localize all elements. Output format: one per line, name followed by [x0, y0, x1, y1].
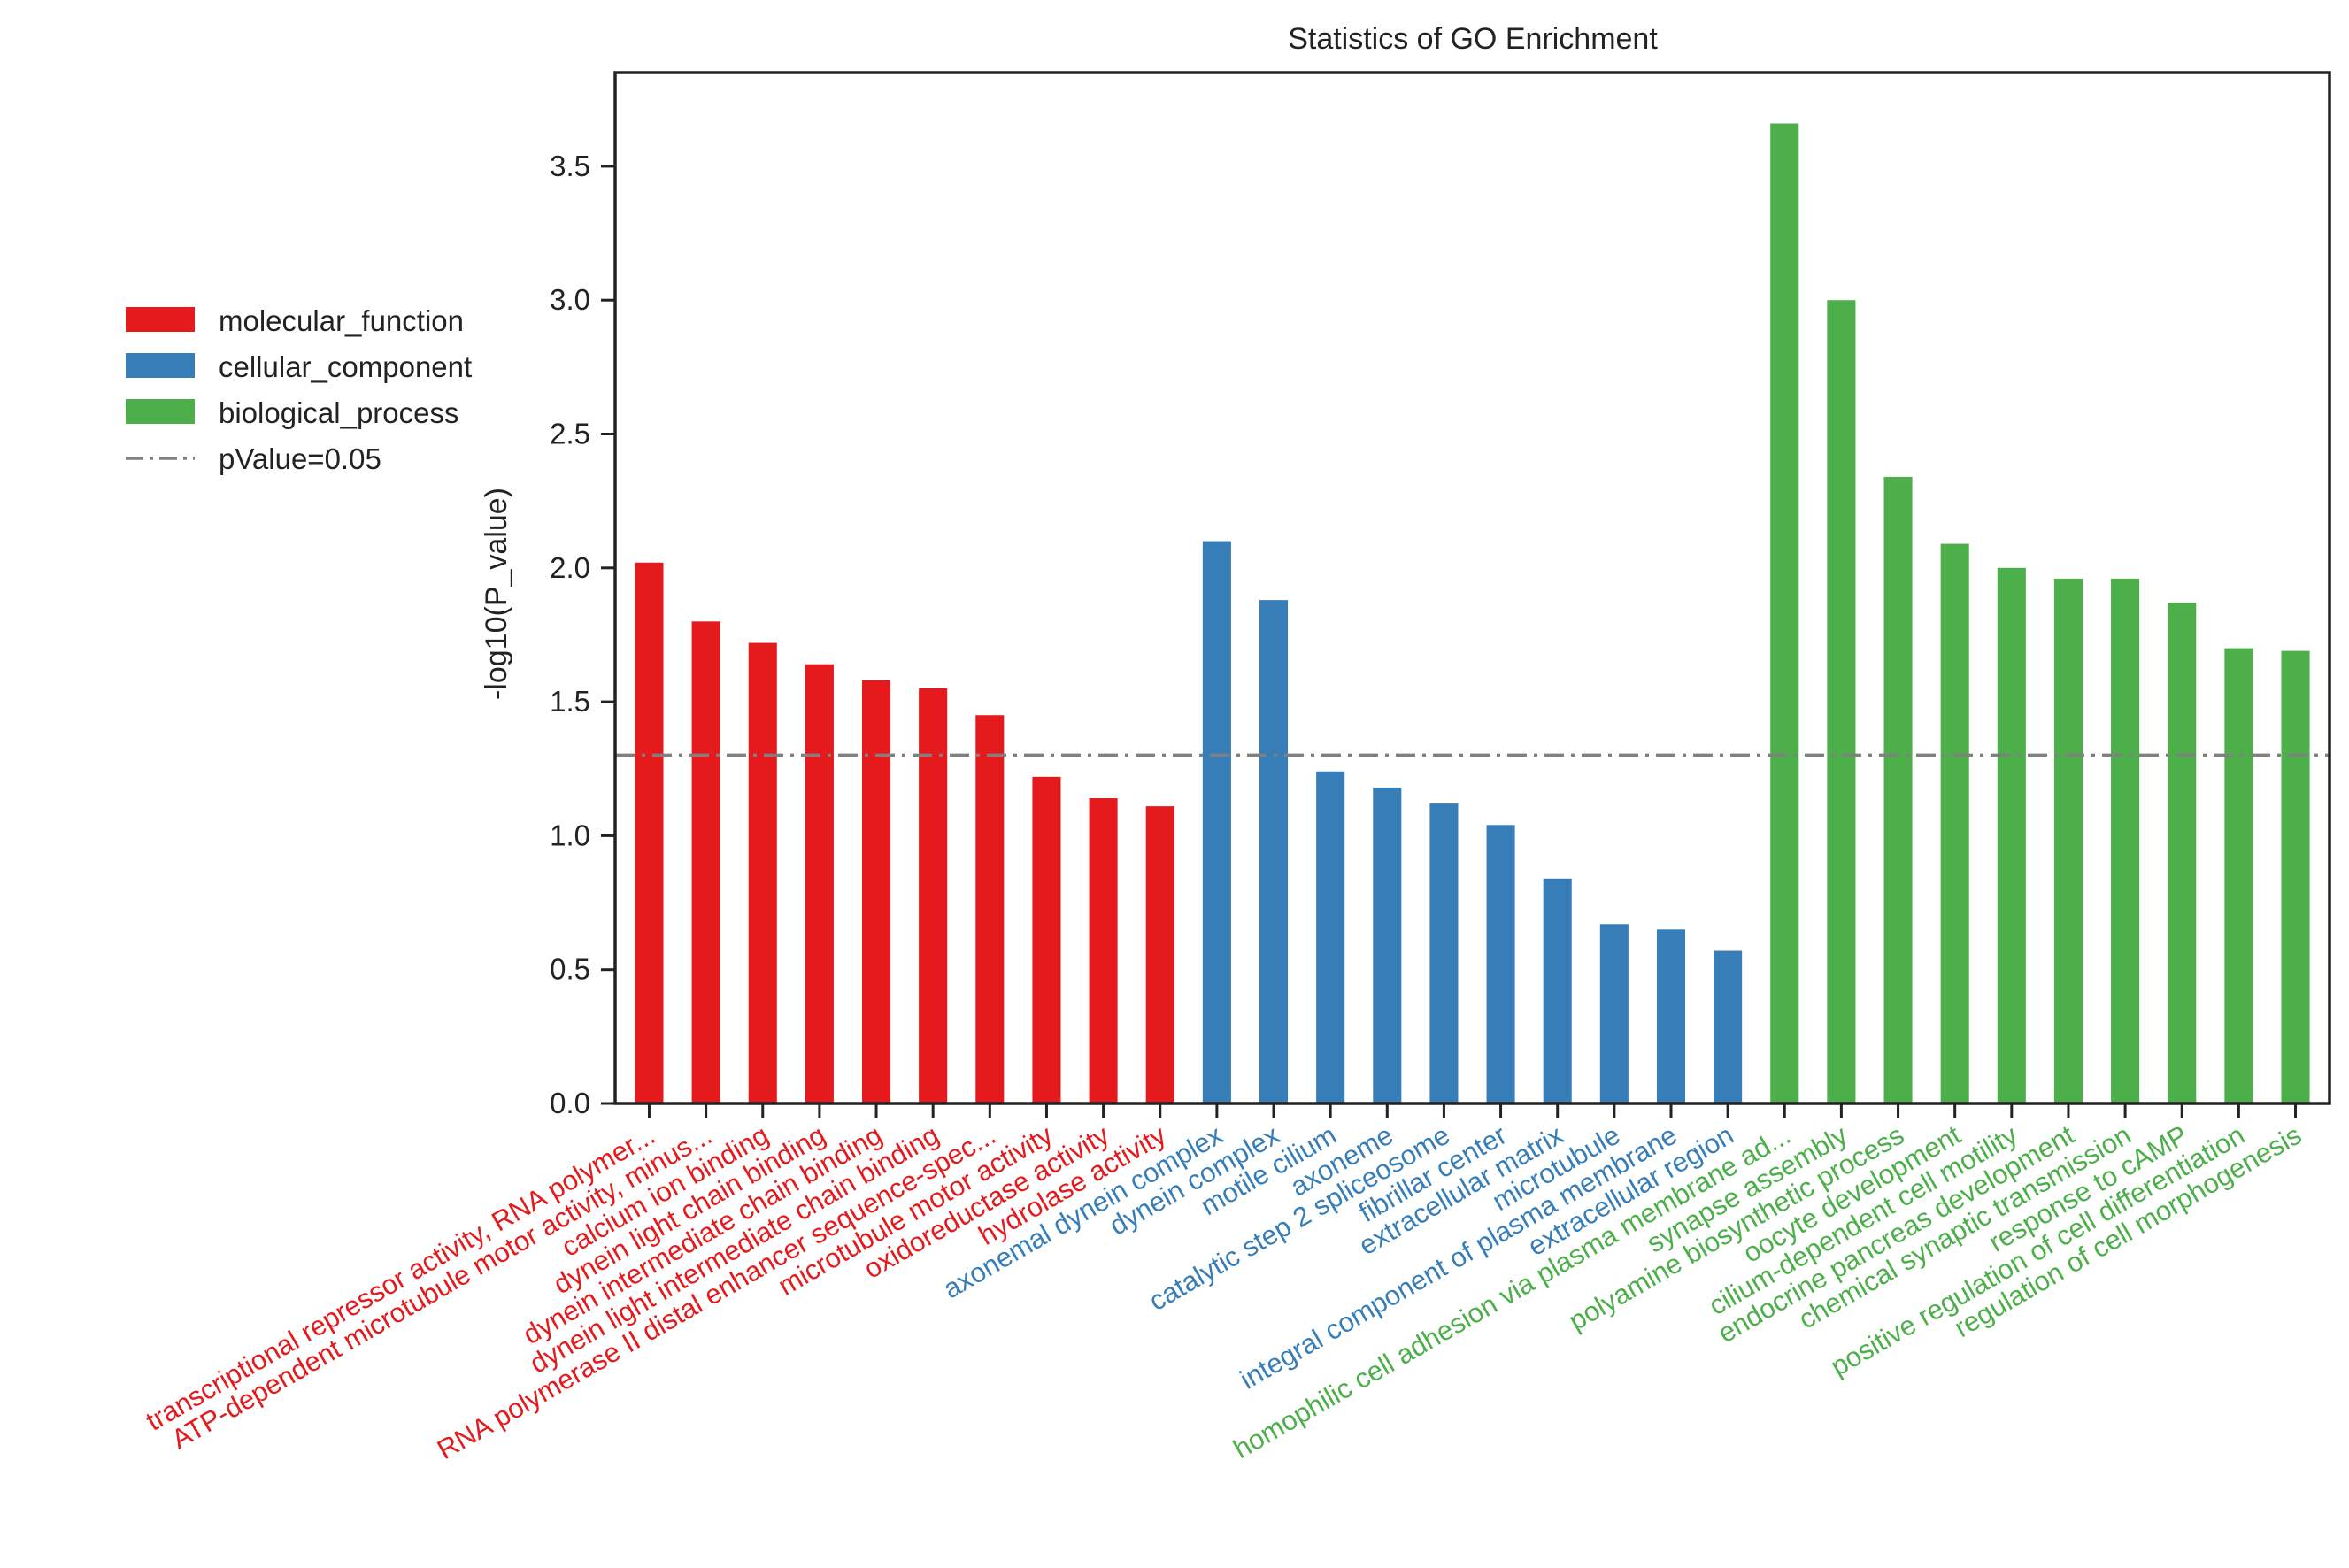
legend: molecular_function cellular_componentbiol… — [126, 304, 472, 475]
legend-label: cellular_component — [219, 350, 472, 383]
y-tick-label: 0.5 — [550, 953, 590, 986]
bar-cellular_component-0 — [1202, 541, 1231, 1103]
bar-biological_process-7 — [2168, 603, 2197, 1103]
y-axis: 0.0 0.5 1.0 1.5 2.0 2.5 3.0 3.5 — [550, 150, 615, 1119]
bar-molecular_function-9 — [1145, 806, 1174, 1103]
bar-cellular_component-9 — [1714, 950, 1743, 1103]
bar-cellular_component-8 — [1656, 929, 1686, 1103]
bar-biological_process-3 — [1940, 543, 1969, 1103]
x-axis: transcriptional repressor activity, RNA … — [141, 1103, 2307, 1465]
legend-label: molecular_function — [219, 304, 464, 337]
bar-cellular_component-5 — [1486, 825, 1515, 1103]
y-tick-label: 0.0 — [550, 1087, 590, 1119]
bar-molecular_function-4 — [862, 680, 891, 1103]
bar-cellular_component-2 — [1316, 771, 1345, 1103]
bar-cellular_component-4 — [1429, 803, 1459, 1103]
bar-cellular_component-1 — [1259, 600, 1289, 1103]
legend-swatch-molecular_function — [126, 307, 195, 332]
bar-biological_process-4 — [1997, 567, 2026, 1103]
bar-biological_process-8 — [2224, 648, 2253, 1103]
legend-swatch-cellular_component — [126, 353, 195, 378]
bar-biological_process-9 — [2281, 650, 2310, 1103]
bar-biological_process-0 — [1770, 123, 1799, 1104]
bar-cellular_component-7 — [1599, 924, 1629, 1103]
bar-biological_process-1 — [1827, 300, 1856, 1104]
bar-cellular_component-6 — [1543, 878, 1572, 1103]
bar-biological_process-5 — [2053, 578, 2083, 1103]
plot-frame — [613, 71, 2331, 1105]
bar-molecular_function-6 — [975, 715, 1005, 1103]
bar-molecular_function-5 — [919, 688, 948, 1103]
bar-biological_process-6 — [2111, 578, 2140, 1103]
bar-cellular_component-3 — [1373, 787, 1402, 1103]
legend-label: pValue=0.05 — [219, 442, 381, 475]
y-tick-label: 2.0 — [550, 551, 590, 584]
y-axis-label: -log10(P_value) — [480, 488, 513, 700]
y-tick-label: 3.0 — [550, 283, 590, 316]
bar-molecular_function-1 — [691, 621, 720, 1103]
bar-molecular_function-7 — [1032, 776, 1061, 1103]
bar-molecular_function-0 — [635, 562, 664, 1103]
bar-molecular_function-3 — [805, 664, 834, 1103]
legend-label: biological_process — [219, 396, 459, 429]
bar-molecular_function-8 — [1089, 798, 1118, 1103]
chart-title: Statistics of GO Enrichment — [1288, 22, 1658, 56]
y-tick-label: 1.0 — [550, 819, 590, 851]
y-tick-label: 3.5 — [550, 150, 590, 182]
bars-layer — [635, 123, 2310, 1104]
y-tick-label: 1.5 — [550, 685, 590, 718]
legend-swatch-biological_process — [126, 399, 195, 424]
bar-molecular_function-2 — [748, 642, 777, 1103]
bar-biological_process-2 — [1883, 476, 1913, 1103]
y-tick-label: 2.5 — [550, 418, 590, 450]
